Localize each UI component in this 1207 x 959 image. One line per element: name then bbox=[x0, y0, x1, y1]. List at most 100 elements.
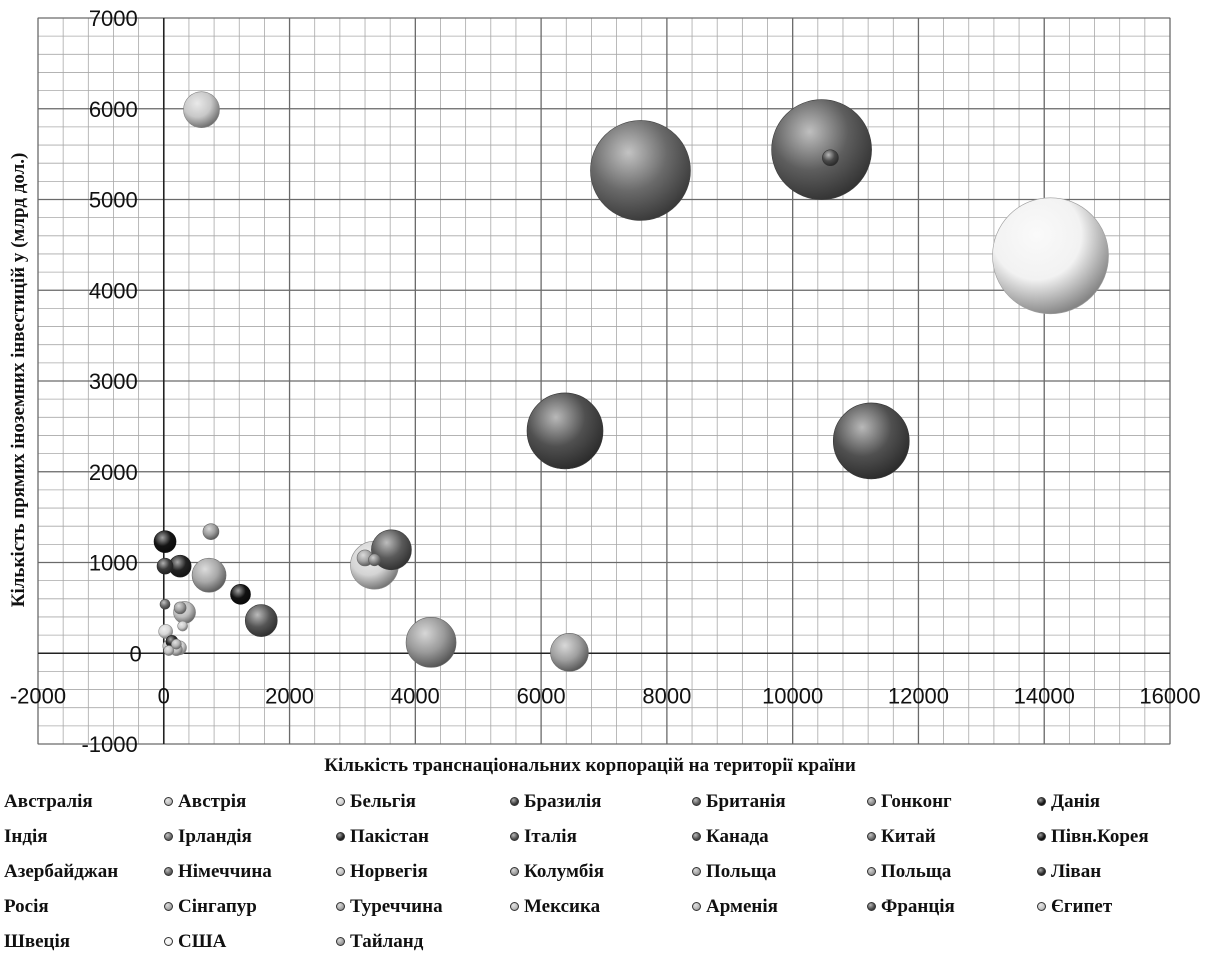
legend-marker-icon bbox=[336, 937, 345, 946]
legend-marker-icon bbox=[510, 867, 519, 876]
legend-label: Німеччина bbox=[178, 860, 272, 882]
bubble-layer bbox=[153, 91, 1109, 672]
y-tick-label: -1000 bbox=[81, 732, 137, 757]
bubble bbox=[230, 583, 251, 605]
legend-item: Данія bbox=[1037, 784, 1197, 819]
legend-marker-icon bbox=[164, 867, 173, 876]
legend-label: Тайланд bbox=[350, 930, 424, 952]
legend-item: Канада bbox=[692, 819, 867, 854]
legend-marker-icon bbox=[1037, 797, 1046, 806]
legend-item: Австралія bbox=[4, 784, 164, 819]
x-axis-title: Кількість транснаціональних корпорацій н… bbox=[324, 755, 856, 776]
x-tick-label: 14000 bbox=[1014, 683, 1075, 708]
y-tick-label: 5000 bbox=[89, 188, 138, 213]
legend-label: Гонконг bbox=[881, 790, 952, 812]
legend-item: Польща bbox=[692, 854, 867, 889]
legend-label: Канада bbox=[706, 825, 769, 847]
legend-label: Туреччина bbox=[350, 895, 443, 917]
legend-item: Бельгія bbox=[336, 784, 510, 819]
legend-item: Німеччина bbox=[164, 854, 336, 889]
bubble bbox=[368, 553, 381, 567]
bubble bbox=[191, 557, 227, 593]
x-tick-label: 12000 bbox=[888, 683, 949, 708]
bubble bbox=[832, 402, 910, 480]
bubble bbox=[371, 529, 412, 571]
legend-item: Сінгапур bbox=[164, 889, 336, 924]
x-tick-label: 10000 bbox=[762, 683, 823, 708]
legend-marker-icon bbox=[336, 902, 345, 911]
legend-item: Азербайджан bbox=[4, 854, 164, 889]
legend-marker-icon bbox=[867, 832, 876, 841]
legend-marker-icon bbox=[692, 902, 701, 911]
legend: Австралія Австрія Бельгія Бразилія Британія Г… bbox=[4, 784, 1204, 959]
bubble bbox=[153, 530, 177, 553]
bubble bbox=[173, 601, 187, 615]
legend-marker-icon bbox=[867, 902, 876, 911]
legend-label: Швеція bbox=[4, 930, 71, 952]
bubble bbox=[202, 523, 220, 540]
legend-label: Австрія bbox=[178, 790, 247, 812]
legend-marker-icon bbox=[1037, 867, 1046, 876]
legend-item: Пакістан bbox=[336, 819, 510, 854]
legend-item: Британія bbox=[692, 784, 867, 819]
bubble bbox=[156, 557, 174, 575]
legend-item: Італія bbox=[510, 819, 692, 854]
grid-layer bbox=[37, 17, 1171, 745]
legend-item: Мексика bbox=[510, 889, 692, 924]
axis-layer bbox=[38, 18, 1170, 744]
legend-label: США bbox=[178, 930, 227, 952]
legend-marker-icon bbox=[867, 867, 876, 876]
legend-label: Бразилія bbox=[524, 790, 602, 812]
legend-marker-icon bbox=[164, 797, 173, 806]
tick-labels: -2000 0 2000 4000 6000 8000 10000 12000 14000 160… bbox=[10, 6, 1201, 757]
legend-item: Тайланд bbox=[336, 924, 510, 959]
legend-label: Колумбія bbox=[524, 860, 604, 882]
x-tick-label: 4000 bbox=[391, 683, 440, 708]
legend-marker-icon bbox=[692, 797, 701, 806]
legend-item: Гонконг bbox=[867, 784, 1037, 819]
bubble bbox=[158, 624, 173, 639]
y-tick-label: 3000 bbox=[89, 369, 138, 394]
legend-item: Ліван bbox=[1037, 854, 1197, 889]
legend-label: Австралія bbox=[4, 790, 93, 812]
legend-label: Азербайджан bbox=[4, 860, 119, 882]
bubble bbox=[526, 392, 604, 470]
bubble bbox=[550, 633, 589, 672]
legend-marker-icon bbox=[510, 902, 519, 911]
legend-item: Франція bbox=[867, 889, 1037, 924]
legend-marker-icon bbox=[692, 867, 701, 876]
legend-marker-icon bbox=[336, 797, 345, 806]
x-tick-label: 6000 bbox=[517, 683, 566, 708]
bubble bbox=[590, 120, 691, 221]
legend-marker-icon bbox=[692, 832, 701, 841]
legend-item: Ірландія bbox=[164, 819, 336, 854]
x-tick-label: 16000 bbox=[1139, 683, 1200, 708]
bubble bbox=[183, 91, 220, 128]
legend-label: Арменія bbox=[706, 895, 778, 917]
y-tick-label: 1000 bbox=[89, 551, 138, 576]
legend-label: Росія bbox=[4, 895, 49, 917]
x-tick-label: 2000 bbox=[265, 683, 314, 708]
bubble bbox=[159, 598, 171, 610]
legend-label: Польща bbox=[881, 860, 952, 882]
legend-marker-icon bbox=[867, 797, 876, 806]
legend-item: Туреччина bbox=[336, 889, 510, 924]
legend-marker-icon bbox=[510, 797, 519, 806]
legend-item: Польща bbox=[867, 854, 1037, 889]
legend-marker-icon bbox=[164, 832, 173, 841]
legend-label: Мексика bbox=[524, 895, 601, 917]
x-tick-label: -2000 bbox=[10, 683, 66, 708]
x-tick-label: 0 bbox=[158, 683, 170, 708]
legend-marker-icon bbox=[510, 832, 519, 841]
legend-item: Китай bbox=[867, 819, 1037, 854]
bubble bbox=[771, 99, 872, 200]
legend-label: Півн.Корея bbox=[1051, 825, 1149, 847]
legend-item: Колумбія bbox=[510, 854, 692, 889]
legend-item: Норвегія bbox=[336, 854, 510, 889]
legend-item: США bbox=[164, 924, 336, 959]
bubble bbox=[992, 197, 1109, 315]
legend-item: Швеція bbox=[4, 924, 164, 959]
y-tick-label: 0 bbox=[130, 641, 142, 666]
legend-label: Ірландія bbox=[178, 825, 252, 847]
legend-label: Ліван bbox=[1051, 860, 1102, 882]
